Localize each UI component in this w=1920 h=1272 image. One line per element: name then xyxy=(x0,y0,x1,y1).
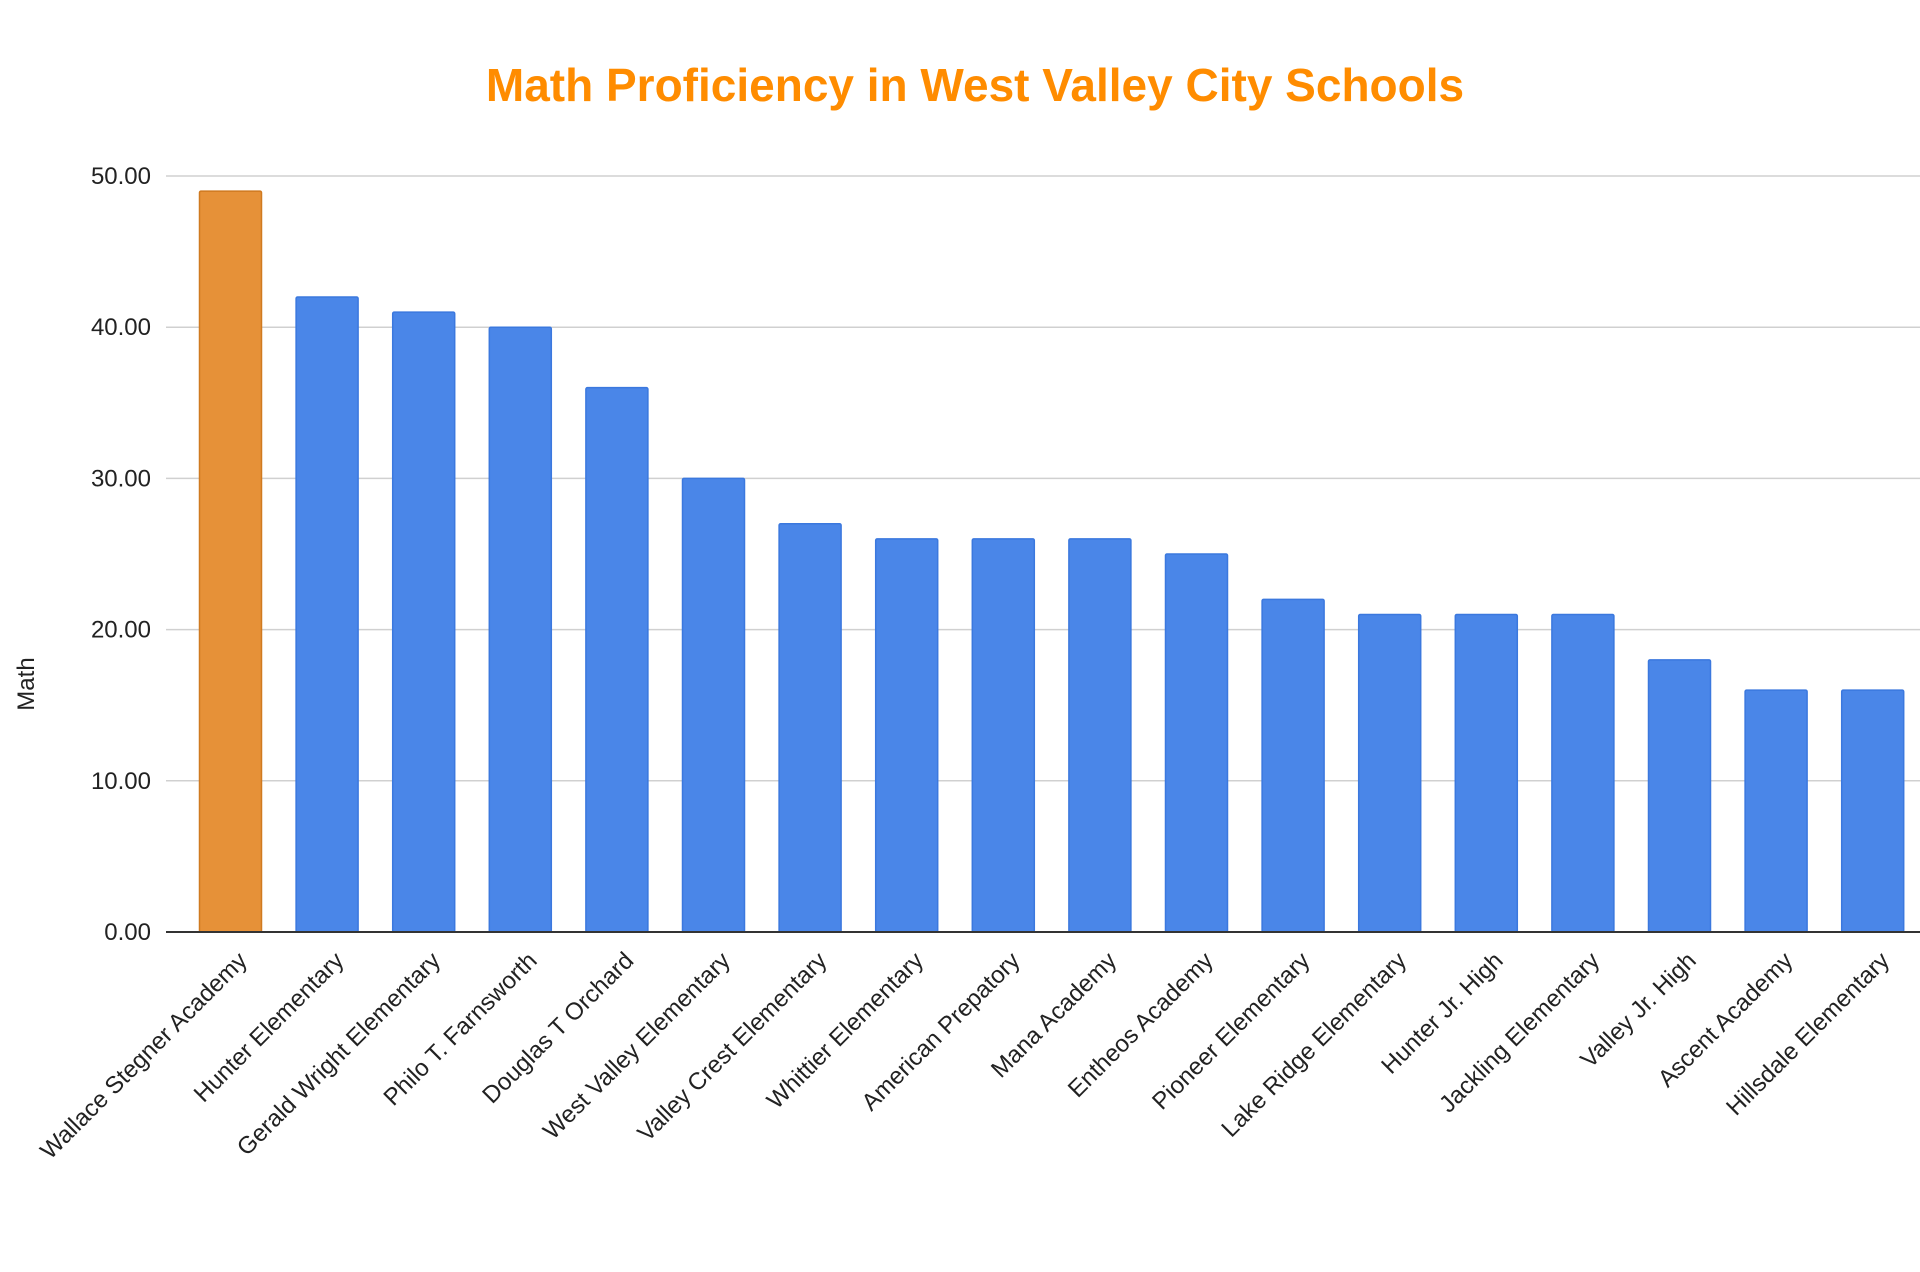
x-tick-label: West Valley Elementary xyxy=(538,947,736,1145)
y-axis-ticks: 0.00 10.00 20.00 30.00 40.00 50.00 xyxy=(91,163,151,946)
bar xyxy=(778,523,842,933)
x-tick-label: Gerald Wright Elementary xyxy=(232,947,446,1161)
y-tick-label: 40.00 xyxy=(91,314,151,341)
y-axis-label: Math xyxy=(13,657,40,710)
bar xyxy=(1068,538,1132,933)
bar xyxy=(1261,598,1325,933)
x-tick-label: American Prepatory xyxy=(856,947,1025,1116)
bar xyxy=(585,386,649,933)
x-tick-label: Jackling Elementary xyxy=(1434,947,1605,1118)
bar xyxy=(681,477,746,933)
bar xyxy=(1744,689,1808,933)
x-tick-label: Hillsdale Elementary xyxy=(1721,947,1895,1121)
bar xyxy=(1840,689,1905,933)
bar xyxy=(295,296,359,933)
bar xyxy=(198,190,263,933)
gridlines xyxy=(166,175,1920,782)
y-tick-label: 20.00 xyxy=(91,617,151,644)
bar xyxy=(1551,613,1615,933)
x-tick-label: Pioneer Elementary xyxy=(1147,947,1315,1115)
bar xyxy=(874,538,939,933)
bar xyxy=(1454,613,1519,933)
x-tick-label: Lake Ridge Elementary xyxy=(1216,947,1411,1142)
y-tick-label: 30.00 xyxy=(91,465,151,492)
bar xyxy=(391,311,456,933)
x-tick-label: Valley Crest Elementary xyxy=(632,947,832,1147)
y-tick-label: 10.00 xyxy=(91,768,151,795)
bar xyxy=(1164,553,1229,933)
bar xyxy=(1357,613,1422,933)
bar xyxy=(488,326,553,933)
y-tick-label: 0.00 xyxy=(104,919,151,946)
y-tick-label: 50.00 xyxy=(91,163,151,190)
bars xyxy=(198,190,1905,933)
chart-title: Math Proficiency in West Valley City Sch… xyxy=(485,59,1465,111)
bar xyxy=(971,538,1036,933)
bar xyxy=(1647,659,1712,933)
